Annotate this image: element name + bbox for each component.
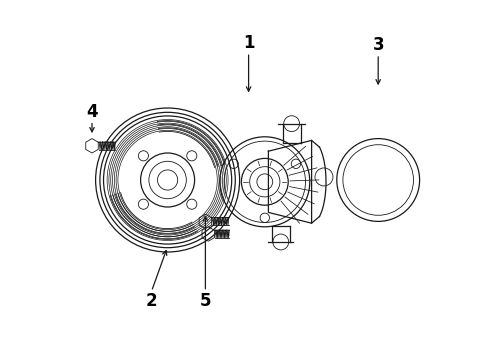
Text: 5: 5 <box>199 292 211 310</box>
Text: 4: 4 <box>86 103 98 121</box>
Text: 2: 2 <box>146 292 157 310</box>
Text: 1: 1 <box>243 34 254 52</box>
Text: 3: 3 <box>372 36 384 54</box>
